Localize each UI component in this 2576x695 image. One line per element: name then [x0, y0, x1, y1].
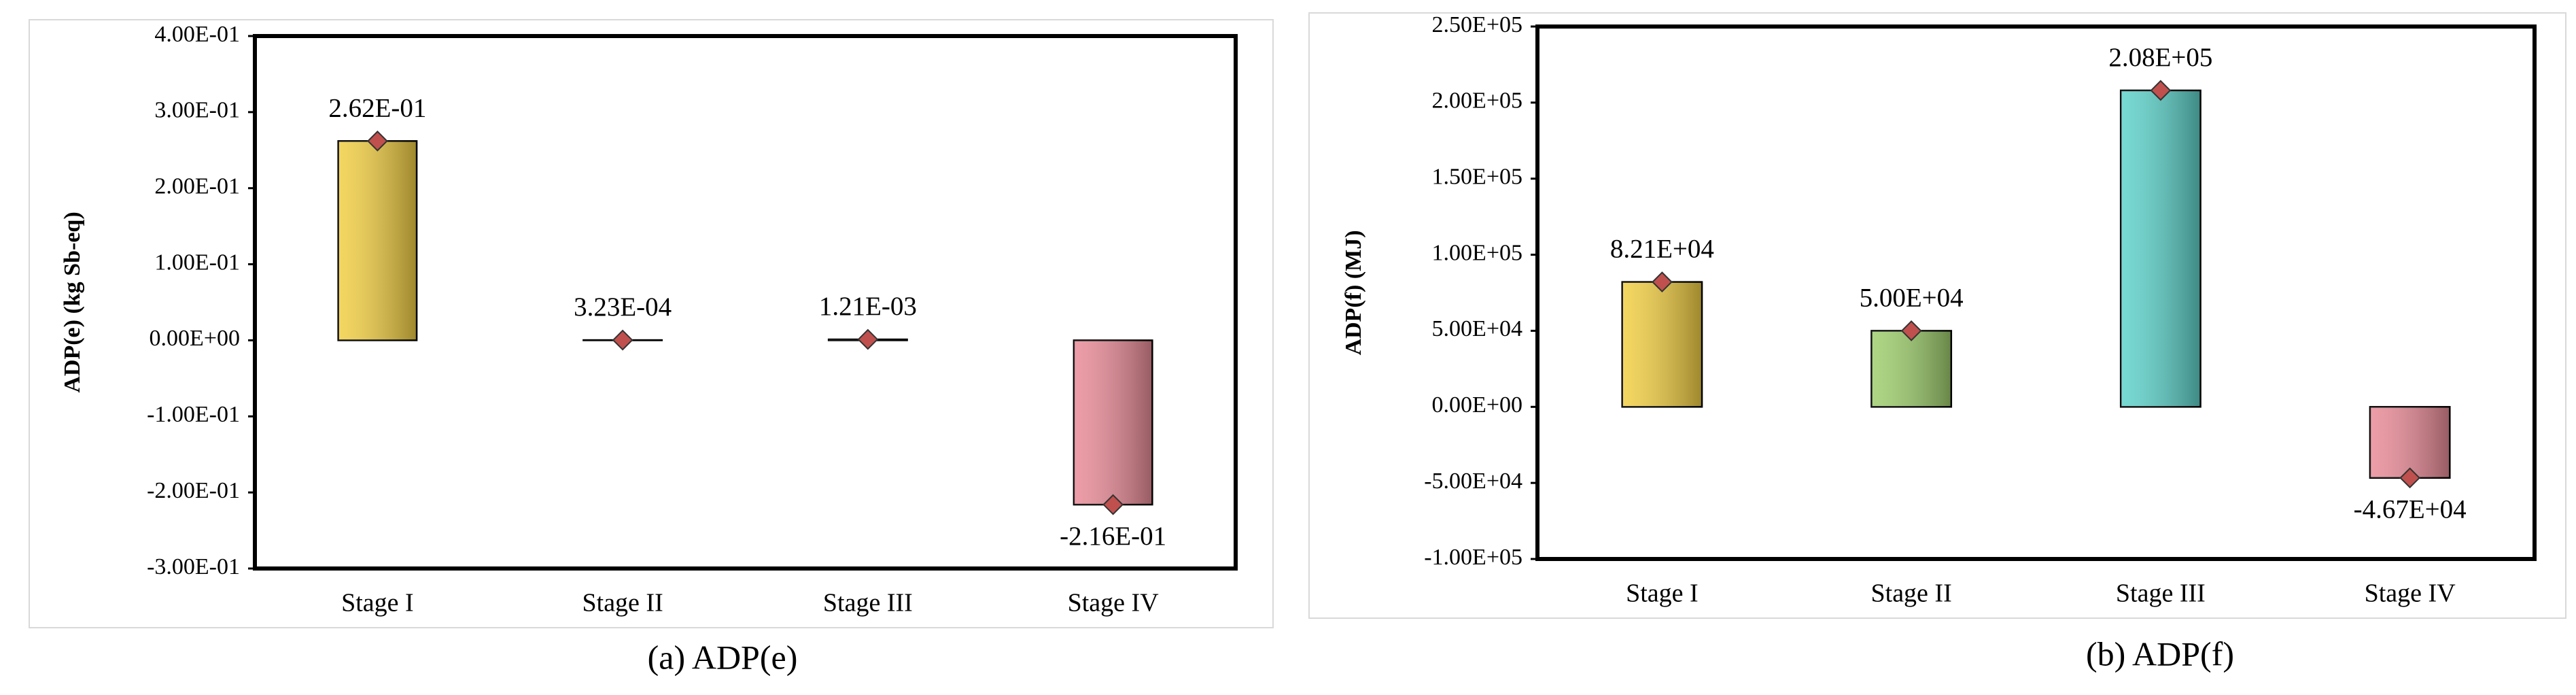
bar-shade — [338, 141, 417, 341]
y-tick-label: 4.00E-01 — [154, 22, 240, 47]
panel — [29, 19, 1274, 628]
data-label: 3.23E-04 — [574, 292, 672, 322]
y-tick-label: 1.00E-01 — [154, 250, 240, 275]
caption: (b) ADP(f) — [2086, 634, 2234, 673]
y-tick-label: -1.00E+05 — [1424, 545, 1522, 570]
marker — [2150, 80, 2172, 101]
y-tick-label: 2.00E-01 — [154, 174, 240, 199]
y-tick-label: 2.50E+05 — [1432, 12, 1522, 37]
y-tick-label: 0.00E+00 — [150, 326, 240, 351]
plot-frame — [1535, 24, 2537, 561]
data-label: 2.08E+05 — [2108, 43, 2212, 72]
marker — [366, 130, 388, 152]
x-tick-label: Stage IV — [1068, 589, 1160, 617]
data-label: 5.00E+04 — [1860, 283, 1964, 312]
x-tick-label: Stage I — [341, 589, 414, 617]
y-tick-label: -1.00E-01 — [147, 402, 240, 427]
y-tick-label: -5.00E+04 — [1424, 469, 1522, 494]
bar-shade — [2121, 90, 2201, 407]
marker — [857, 328, 879, 350]
bar-shade — [2369, 407, 2450, 478]
caption: (a) ADP(e) — [648, 638, 798, 676]
data-label: -4.67E+04 — [2354, 495, 2467, 524]
y-tick-label: 3.00E-01 — [154, 98, 240, 123]
data-label: -2.16E-01 — [1060, 522, 1166, 551]
data-label: 8.21E+04 — [1610, 235, 1714, 264]
y-axis-title: ADP(e) (kg Sb-eq) — [60, 211, 85, 392]
bar-shade — [1622, 282, 1703, 407]
x-tick-label: Stage II — [582, 589, 663, 617]
x-tick-label: Stage IV — [2365, 579, 2456, 608]
marker — [1102, 494, 1124, 515]
y-tick-label: 2.00E+05 — [1432, 88, 1522, 114]
data-label: 2.62E-01 — [328, 93, 426, 122]
y-tick-label: -2.00E-01 — [147, 478, 240, 503]
y-tick-label: -3.00E-01 — [147, 554, 240, 579]
x-tick-label: Stage I — [1626, 579, 1699, 608]
bar-shade — [1073, 340, 1153, 505]
marker — [1651, 271, 1673, 293]
y-tick-label: 0.00E+00 — [1432, 392, 1522, 418]
y-axis-title: ADP(f) (MJ) — [1341, 230, 1366, 355]
x-tick-label: Stage II — [1871, 579, 1952, 608]
bar-shade — [1871, 330, 1951, 407]
marker — [1900, 320, 1922, 341]
y-tick-label: 1.00E+05 — [1432, 240, 1522, 265]
panel — [1308, 12, 2566, 619]
x-tick-label: Stage III — [823, 589, 913, 617]
marker — [612, 329, 633, 351]
y-tick-label: 5.00E+04 — [1432, 316, 1522, 341]
y-tick-label: 1.50E+05 — [1432, 165, 1522, 190]
plot-frame — [253, 34, 1238, 571]
marker — [2399, 467, 2421, 489]
x-tick-label: Stage III — [2116, 579, 2206, 608]
data-label: 1.21E-03 — [819, 292, 917, 321]
